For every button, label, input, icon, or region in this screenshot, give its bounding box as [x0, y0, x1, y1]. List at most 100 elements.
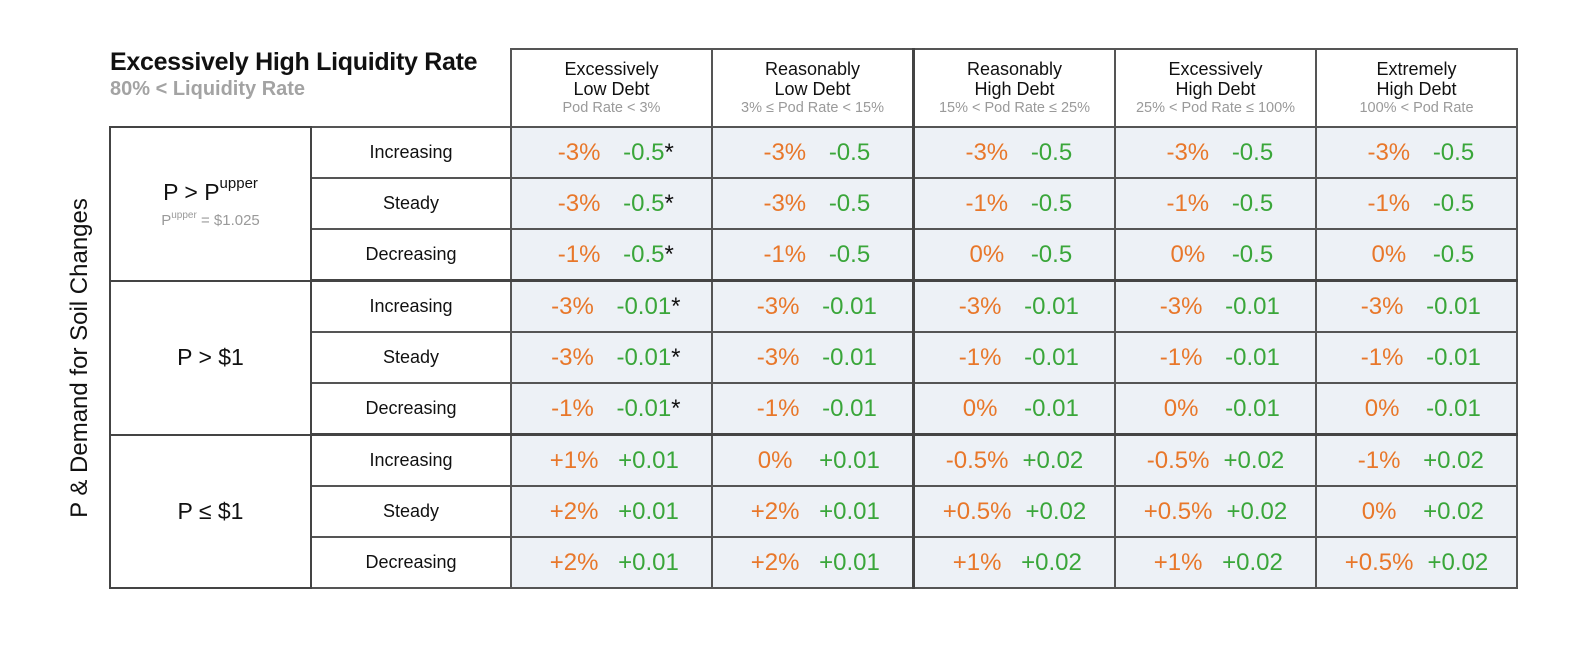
percent-change: -0.5%	[945, 446, 1009, 474]
rate-cell: -3% -0.5*	[510, 177, 713, 230]
value-change: -0.01	[1024, 292, 1079, 320]
table-row: P > Pupper Pupper = $1.025 Increasing -3% -0…	[109, 126, 1518, 282]
value-change: -0.5*	[623, 138, 674, 166]
rate-cell: -3% -0.01	[912, 279, 1116, 333]
rate-cell: -3% -0.01	[1114, 279, 1317, 333]
percent-change: -1%	[1159, 343, 1203, 371]
percent-change: -3%	[1360, 292, 1404, 320]
table-title: Excessively High Liquidity Rate	[110, 48, 478, 76]
percent-change: 0%	[969, 240, 1005, 268]
price-group-label: P > $1	[109, 279, 312, 436]
value-change: +0.02	[1222, 548, 1283, 576]
value-change: -0.5*	[623, 240, 674, 268]
value-change: +0.01	[618, 446, 679, 474]
rate-cell: -1% -0.01	[1315, 331, 1518, 384]
demand-trend-label: Decreasing	[310, 536, 512, 589]
value-change: -0.5	[1231, 240, 1274, 268]
percent-change: +1%	[952, 548, 1002, 576]
value-change: -0.01*	[616, 394, 681, 422]
rate-cell: +1% +0.02	[912, 536, 1116, 589]
value-change: +0.02	[1423, 446, 1484, 474]
price-group-label: P > Pupper Pupper = $1.025	[109, 126, 312, 282]
value-change: +0.02	[1022, 446, 1084, 474]
percent-change: -3%	[763, 189, 807, 217]
table-row: Steady -3% -0.5* -3% -0.5 -1% -0.5 -1% -0.5 -1% -0…	[110, 177, 1518, 230]
rate-cell: -1% -0.01	[711, 382, 915, 436]
percent-change: -1%	[557, 240, 601, 268]
value-change: -0.5*	[623, 189, 674, 217]
rate-cell: +0.5% +0.02	[1114, 485, 1317, 538]
value-change: +0.01	[819, 497, 880, 525]
percent-change: +2%	[750, 548, 800, 576]
rate-cell: +1% +0.01	[510, 433, 713, 487]
percent-change: -1%	[551, 394, 594, 422]
rate-cell: +0.5% +0.02	[912, 485, 1116, 538]
value-change: +0.01	[819, 548, 880, 576]
table-row: Decreasing -1% -0.01* -1% -0.01 0% -0.01 0% -0.0…	[110, 382, 1518, 436]
percent-change: +2%	[750, 497, 800, 525]
value-change: -0.01	[1024, 343, 1079, 371]
percent-change: -1%	[756, 394, 800, 422]
percent-change: +2%	[549, 548, 599, 576]
value-change: +0.01	[618, 548, 679, 576]
rate-cell: -3% -0.01	[711, 331, 915, 384]
value-change: -0.5	[1432, 189, 1475, 217]
rate-cell: 0% -0.01	[1114, 382, 1317, 436]
demand-trend-label: Increasing	[310, 126, 512, 179]
rate-cell: -0.5% +0.02	[912, 433, 1116, 487]
value-change: -0.5	[1030, 138, 1073, 166]
demand-trend-label: Decreasing	[310, 228, 512, 282]
rate-cell: -3% -0.5	[912, 126, 1116, 179]
rate-cell: -3% -0.5	[711, 177, 915, 230]
rate-cell: -1% -0.5	[711, 228, 915, 282]
rate-cell: -3% -0.01*	[510, 279, 713, 333]
percent-change: -3%	[965, 138, 1009, 166]
rate-cell: 0% -0.5	[912, 228, 1116, 282]
rate-cell: +2% +0.01	[510, 485, 713, 538]
asterisk-mark: *	[671, 292, 681, 320]
rate-cell: -3% -0.01	[1315, 279, 1518, 333]
value-change: -0.5	[828, 189, 871, 217]
value-change: +0.02	[1226, 497, 1288, 525]
value-change: +0.02	[1223, 446, 1285, 474]
percent-change: -3%	[1166, 138, 1210, 166]
percent-change: 0%	[1361, 497, 1397, 525]
percent-change: 0%	[1163, 394, 1199, 422]
column-header: Reasonably Low Debt 3% ≤ Pod Rate < 15%	[711, 48, 915, 128]
value-change: -0.5	[1432, 138, 1475, 166]
percent-change: -3%	[763, 138, 807, 166]
value-change: -0.01	[1225, 394, 1280, 422]
table-row: Steady -3% -0.01* -3% -0.01 -1% -0.01 -1% -0.01-…	[110, 331, 1518, 384]
rate-cell: +2% +0.01	[711, 536, 915, 589]
value-change: +0.01	[618, 497, 679, 525]
percent-change: +1%	[1153, 548, 1203, 576]
table-row: P ≤ $1 Increasing +1% +0.01 0% +0.01 -0.5% +0.0…	[109, 433, 1518, 589]
percent-change: -3%	[1159, 292, 1203, 320]
value-change: -0.01	[1426, 343, 1481, 371]
rate-cell: 0% -0.01	[1315, 382, 1518, 436]
percent-change: 0%	[962, 394, 998, 422]
rate-cell: -3% -0.5	[1114, 126, 1317, 179]
y-axis-label: P & Demand for Soil Changes	[66, 198, 93, 518]
percent-change: +0.5%	[942, 497, 1012, 525]
column-header: Reasonably High Debt 15% < Pod Rate ≤ 25%	[912, 48, 1116, 128]
rate-cell: -1% -0.01*	[510, 382, 713, 436]
percent-change: +1%	[549, 446, 599, 474]
value-change: -0.5	[1432, 240, 1475, 268]
value-change: -0.01	[822, 343, 877, 371]
percent-change: -0.5%	[1146, 446, 1210, 474]
value-change: -0.01*	[616, 343, 681, 371]
value-change: -0.5	[1030, 189, 1073, 217]
rate-cell: 0% +0.02	[1315, 485, 1518, 538]
table-row: P > $1 Increasing -3% -0.01* -3% -0.01 -3% -0.0…	[109, 279, 1518, 436]
column-header: Extremely High Debt 100% < Pod Rate	[1315, 48, 1518, 128]
table-row: Decreasing +2% +0.01 +2% +0.01 +1% +0.02 +1% +0.…	[110, 536, 1518, 589]
rate-cell: -3% -0.5*	[510, 126, 713, 179]
value-change: -0.5	[1231, 138, 1274, 166]
value-change: -0.5	[828, 138, 871, 166]
rate-cell: -1% -0.5*	[510, 228, 713, 282]
percent-change: -3%	[557, 189, 601, 217]
percent-change: +0.5%	[1344, 548, 1414, 576]
percent-change: -1%	[965, 189, 1009, 217]
value-change: -0.01*	[616, 292, 681, 320]
